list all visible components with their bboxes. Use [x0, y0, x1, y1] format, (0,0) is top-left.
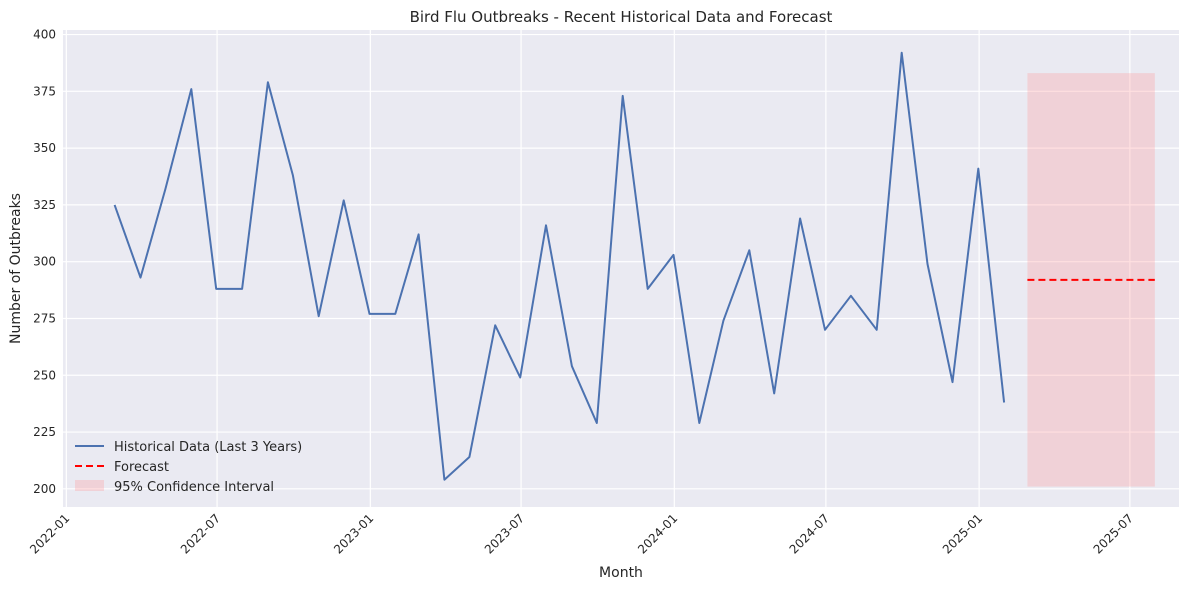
y-tick-label: 250 — [33, 368, 56, 382]
y-tick-label: 325 — [33, 198, 56, 212]
legend-label-confidence: 95% Confidence Interval — [114, 480, 274, 495]
confidence-band-layer — [1027, 73, 1155, 487]
x-tick-label: 2025-07 — [1091, 511, 1136, 556]
legend-label-historical: Historical Data (Last 3 Years) — [114, 440, 302, 455]
x-tick-label: 2025-01 — [940, 511, 985, 556]
y-tick-label: 200 — [33, 482, 56, 496]
y-tick-label: 275 — [33, 311, 56, 325]
y-tick-label: 300 — [33, 255, 56, 269]
x-tick-label: 2023-01 — [331, 511, 376, 556]
y-axis-ticks: 200 225 250 275 300 325 350 375 400 — [33, 28, 56, 496]
x-tick-label: 2022-07 — [178, 511, 223, 556]
historical-series-line — [113, 51, 1006, 481]
chart-title: Bird Flu Outbreaks - Recent Historical D… — [410, 8, 833, 26]
y-tick-label: 350 — [33, 141, 56, 155]
y-tick-label: 225 — [33, 425, 56, 439]
x-tick-label: 2024-01 — [635, 511, 680, 556]
legend-label-forecast: Forecast — [114, 460, 169, 475]
y-tick-label: 400 — [33, 28, 56, 42]
legend-swatch-confidence — [75, 480, 104, 491]
plot-area — [63, 30, 1179, 507]
y-tick-label: 375 — [33, 84, 56, 98]
series-layer — [113, 51, 1155, 481]
grid-lines — [63, 30, 1179, 507]
x-axis-ticks: 2022-01 2022-07 2023-01 2023-07 2024-01 2024-… — [27, 511, 1136, 556]
y-axis-label: Number of Outbreaks — [8, 193, 24, 344]
x-tick-label: 2022-01 — [27, 511, 72, 556]
legend: Historical Data (Last 3 Years) Forecast … — [75, 440, 302, 495]
x-tick-label: 2023-07 — [482, 511, 527, 556]
x-axis-label: Month — [599, 565, 643, 581]
confidence-band — [1027, 73, 1155, 487]
x-tick-label: 2024-07 — [787, 511, 832, 556]
